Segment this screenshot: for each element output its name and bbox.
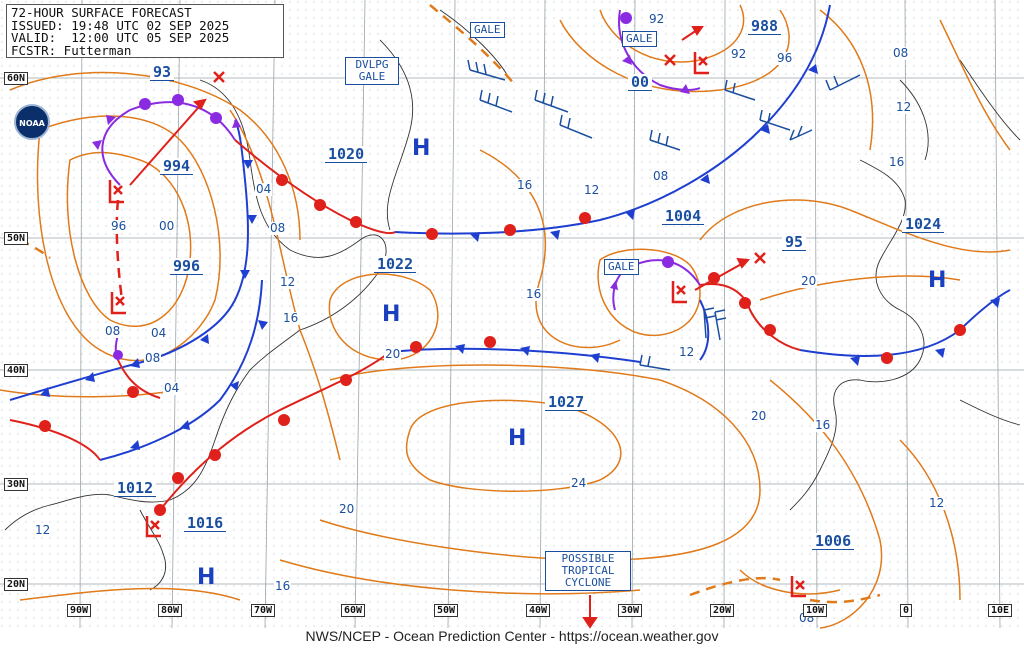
latitude-label: 50N bbox=[4, 232, 29, 245]
pressure-label: 93 bbox=[150, 64, 175, 81]
forecast-header: 72-HOUR SURFACE FORECAST ISSUED: 19:48 U… bbox=[6, 4, 284, 58]
latitude-label: 20N bbox=[4, 578, 29, 591]
longitude-label: 0 bbox=[900, 604, 913, 617]
pressure-label: 1020 bbox=[325, 146, 368, 163]
low-tracks bbox=[129, 26, 751, 629]
pressure-label: 994 bbox=[160, 158, 194, 175]
pressure-label: 95 bbox=[782, 234, 807, 251]
cold-front-teeth bbox=[40, 64, 1000, 450]
pressure-label: 1016 bbox=[184, 515, 227, 532]
pressure-label: 1024 bbox=[902, 216, 945, 233]
pressure-label: 00 bbox=[628, 74, 653, 91]
high-center: H bbox=[508, 426, 527, 451]
gale-label: GALE bbox=[470, 22, 505, 38]
latitude-label: 30N bbox=[4, 478, 29, 491]
latitude-label: 40N bbox=[4, 364, 29, 377]
isobar-label: 12 bbox=[34, 523, 52, 537]
pressure-label: 1022 bbox=[374, 256, 417, 273]
longitude-label: 40W bbox=[526, 604, 551, 617]
isobar-label: 12 bbox=[928, 496, 946, 510]
isobar-label: 12 bbox=[895, 100, 913, 114]
longitude-label: 30W bbox=[618, 604, 643, 617]
high-center: H bbox=[412, 136, 431, 161]
longitude-label: 10W bbox=[803, 604, 828, 617]
trough-red bbox=[115, 199, 124, 301]
gale-label: GALE bbox=[622, 31, 657, 47]
isobar-label: 20 bbox=[750, 409, 768, 423]
isobar-label: 20 bbox=[338, 502, 356, 516]
isobar-label: 08 bbox=[652, 169, 670, 183]
isobar-label: 12 bbox=[279, 275, 297, 289]
longitude-label: 90W bbox=[67, 604, 92, 617]
pressure-label: 988 bbox=[748, 18, 782, 35]
isobar-label: 20 bbox=[800, 274, 818, 288]
forecaster: FCSTR: Futterman bbox=[11, 42, 132, 58]
isobar-label: 00 bbox=[158, 219, 176, 233]
isobar-label: 92 bbox=[648, 12, 666, 26]
warm-fronts bbox=[9, 139, 801, 511]
isobar-label: 08 bbox=[104, 324, 122, 338]
issued-time: ISSUED: 19:48 UTC 02 SEP 2025 bbox=[11, 17, 230, 33]
occluded-symbols bbox=[92, 12, 690, 360]
high-center: H bbox=[382, 302, 401, 327]
isobar-label: 16 bbox=[525, 287, 543, 301]
high-center: H bbox=[928, 268, 947, 293]
ocean-background bbox=[0, 0, 1024, 628]
noaa-logo: NOAA bbox=[14, 104, 50, 140]
pressure-label: 1027 bbox=[545, 394, 588, 411]
longitude-label: 20W bbox=[710, 604, 735, 617]
valid-time: VALID: 12:00 UTC 05 SEP 2025 bbox=[11, 30, 230, 46]
isobar-label: 08 bbox=[892, 46, 910, 60]
isobar-label: 96 bbox=[776, 51, 794, 65]
high-center: H bbox=[197, 565, 216, 590]
isobar-label: 04 bbox=[255, 182, 273, 196]
isobar-label: 04 bbox=[163, 381, 181, 395]
pressure-label: 1004 bbox=[662, 208, 705, 225]
isobar-label: 16 bbox=[274, 579, 292, 593]
longitude-label: 60W bbox=[341, 604, 366, 617]
isobar-label: 96 bbox=[110, 219, 128, 233]
isobar-label: 16 bbox=[516, 178, 534, 192]
forecast-title: 72-HOUR SURFACE FORECAST bbox=[11, 5, 192, 20]
longitude-label: 70W bbox=[251, 604, 276, 617]
latitude-label: 60N bbox=[4, 72, 29, 85]
longitude-label: 10E bbox=[988, 604, 1013, 617]
longitude-label: 80W bbox=[158, 604, 183, 617]
wind-barbs bbox=[467, 59, 861, 371]
isobars bbox=[0, 4, 1011, 629]
isobar-label: 12 bbox=[583, 183, 601, 197]
isobar-label: 16 bbox=[814, 418, 832, 432]
isobar-label: 16 bbox=[282, 311, 300, 325]
low-symbols bbox=[108, 52, 806, 598]
isobar-label: 16 bbox=[888, 155, 906, 169]
gale-label: GALE bbox=[604, 259, 639, 275]
pressure-label: 996 bbox=[170, 258, 204, 275]
warm-front-bumps bbox=[39, 174, 966, 516]
isobar-label: 92 bbox=[730, 47, 748, 61]
isobar-label: 12 bbox=[678, 345, 696, 359]
isobar-label: 24 bbox=[570, 476, 588, 490]
isobar-label: 08 bbox=[269, 221, 287, 235]
longitude-label: 50W bbox=[434, 604, 459, 617]
isobar-label: 20 bbox=[384, 347, 402, 361]
isobar-label: 08 bbox=[144, 351, 162, 365]
isobar-label: 04 bbox=[150, 326, 168, 340]
pressure-label: 1012 bbox=[114, 480, 157, 497]
dvlpg-gale-label: DVLPG GALE bbox=[345, 57, 399, 85]
tropical-cyclone-label: POSSIBLE TROPICAL CYCLONE bbox=[545, 551, 631, 591]
footer-credit: NWS/NCEP - Ocean Prediction Center - htt… bbox=[305, 628, 719, 644]
pressure-label: 1006 bbox=[812, 533, 855, 550]
